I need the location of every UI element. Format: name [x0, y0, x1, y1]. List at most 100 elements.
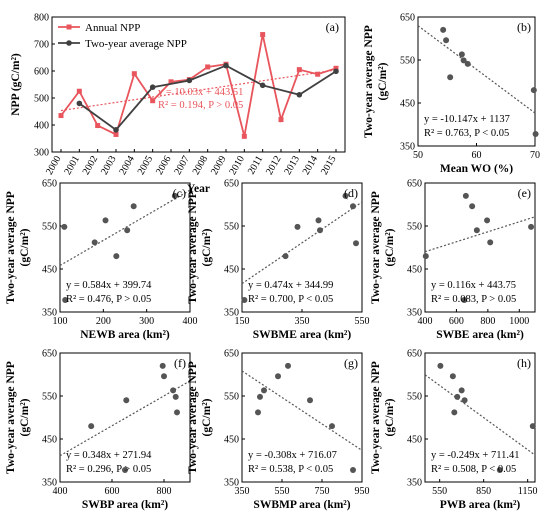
y-tick-label: 650: [224, 179, 239, 190]
panel-label: (c): [173, 186, 186, 200]
data-point: [161, 373, 167, 380]
x-axis-label: NEWB area (km²): [80, 329, 170, 341]
annual-npp-marker: [150, 98, 156, 104]
x-tick-label: 850: [476, 486, 491, 497]
trend-line: [59, 189, 191, 267]
x-tick-label: 2006: [154, 154, 174, 177]
legend-swatch-marker: [66, 24, 72, 30]
data-point: [285, 362, 291, 369]
data-point: [159, 362, 166, 369]
annual-npp-marker: [241, 133, 247, 139]
y-tick-label: 650: [42, 349, 57, 360]
data-point: [172, 393, 179, 400]
panel-e-frame: [424, 182, 536, 313]
two-year-average-marker: [113, 127, 119, 133]
data-point: [124, 227, 131, 234]
x-axis-label: SWBMP area (km²): [253, 499, 350, 511]
regression-stats: R² = 0.296, P > 0.05: [66, 464, 151, 475]
data-point: [170, 387, 177, 394]
data-point: [487, 239, 494, 246]
annual-npp-marker: [296, 67, 302, 73]
x-tick-label: 100: [53, 316, 68, 327]
y-tick-label: 350: [42, 308, 57, 319]
x-tick-label: 150: [235, 316, 250, 327]
data-point: [350, 466, 356, 473]
y-axis-label: Two-year average NPP: [187, 361, 199, 474]
y-tick-label: 350: [224, 308, 239, 319]
data-point: [342, 192, 349, 199]
data-point: [496, 466, 503, 473]
data-point: [461, 296, 468, 303]
y-tick-label: 800: [34, 13, 49, 24]
two-year-average-marker: [149, 84, 156, 90]
data-point: [422, 253, 429, 260]
trend-line: [424, 374, 536, 456]
data-point: [241, 296, 248, 303]
data-point: [294, 223, 301, 230]
two-year-average-marker: [76, 100, 83, 107]
y-tick-label: 450: [42, 435, 57, 446]
data-point: [317, 227, 323, 234]
y-tick-label: 350: [407, 478, 422, 489]
x-tick-label: 2001: [62, 154, 82, 177]
regression-equation: y = 0.474x + 344.99: [248, 280, 333, 291]
x-tick-label: 350: [295, 316, 310, 327]
panel-f-frame: [59, 352, 191, 483]
x-axis-label: PWB area (km²): [440, 499, 521, 511]
data-point: [350, 203, 356, 210]
data-point: [469, 203, 476, 210]
data-point: [62, 296, 69, 303]
data-point: [440, 26, 447, 33]
x-tick-label: 400: [183, 316, 198, 327]
data-point: [528, 223, 535, 230]
y-axis-unit: (gC/m²): [377, 62, 389, 100]
x-tick-label: 2009: [209, 154, 229, 177]
y-tick-label: 450: [407, 435, 422, 446]
y-tick-label: 450: [224, 435, 239, 446]
y-tick-label: 650: [400, 13, 415, 24]
data-point: [88, 423, 95, 430]
panel-h: 350 450 550 650 550 850 1150 y = -0.249x + 711.…: [370, 349, 537, 512]
data-point: [532, 130, 539, 137]
panel-a-frame: [51, 16, 346, 153]
y-axis-label: NPP (gC/m²): [10, 53, 22, 116]
trend-line: [417, 25, 536, 114]
two-year-average-marker: [223, 62, 229, 69]
y-axis-label: Two-year average NPP: [5, 361, 17, 474]
y-tick-label: 300: [34, 148, 49, 159]
data-point: [458, 51, 465, 58]
data-point: [257, 393, 263, 400]
panel-d-frame: [241, 182, 363, 313]
data-point: [437, 362, 444, 369]
y-axis-label: Two-year average NPP: [363, 25, 375, 138]
y-tick-label: 550: [42, 392, 57, 403]
annual-npp-marker: [260, 32, 266, 38]
y-tick-label: 550: [224, 392, 239, 403]
x-axis-label: SWBE area (km²): [436, 329, 524, 341]
y-tick-label: 550: [407, 392, 422, 403]
regression-stats: R² = 0.476, P > 0.05: [66, 294, 151, 305]
x-tick-label: 2014: [301, 154, 321, 177]
two-year-average-line: [78, 64, 337, 132]
y-tick-label: 550: [224, 222, 239, 233]
y-tick-label: 450: [407, 265, 422, 276]
regression-equation: y = 0.584x + 399.74: [66, 280, 152, 291]
data-point: [353, 240, 359, 247]
data-point: [255, 409, 261, 416]
two-year-average-marker: [296, 91, 303, 98]
data-point: [174, 409, 180, 416]
data-point: [443, 37, 450, 44]
y-axis-label: Two-year average NPP: [187, 191, 199, 304]
y-axis-unit: (gC/m²): [384, 398, 396, 436]
x-tick-label: 60: [472, 150, 482, 161]
x-axis-label: Year: [187, 183, 210, 195]
y-tick-label: 400: [34, 121, 49, 132]
y-axis-label: Two-year average NPP: [370, 191, 382, 304]
regression-stats: R² = 0.194, P > 0.05: [158, 100, 243, 111]
panel-c-frame: [59, 182, 191, 313]
x-tick-label: 600: [105, 486, 120, 497]
regression-stats: R² = 0.538, P < 0.05: [248, 464, 333, 475]
y-tick-label: 600: [34, 67, 49, 78]
data-point: [462, 192, 469, 199]
